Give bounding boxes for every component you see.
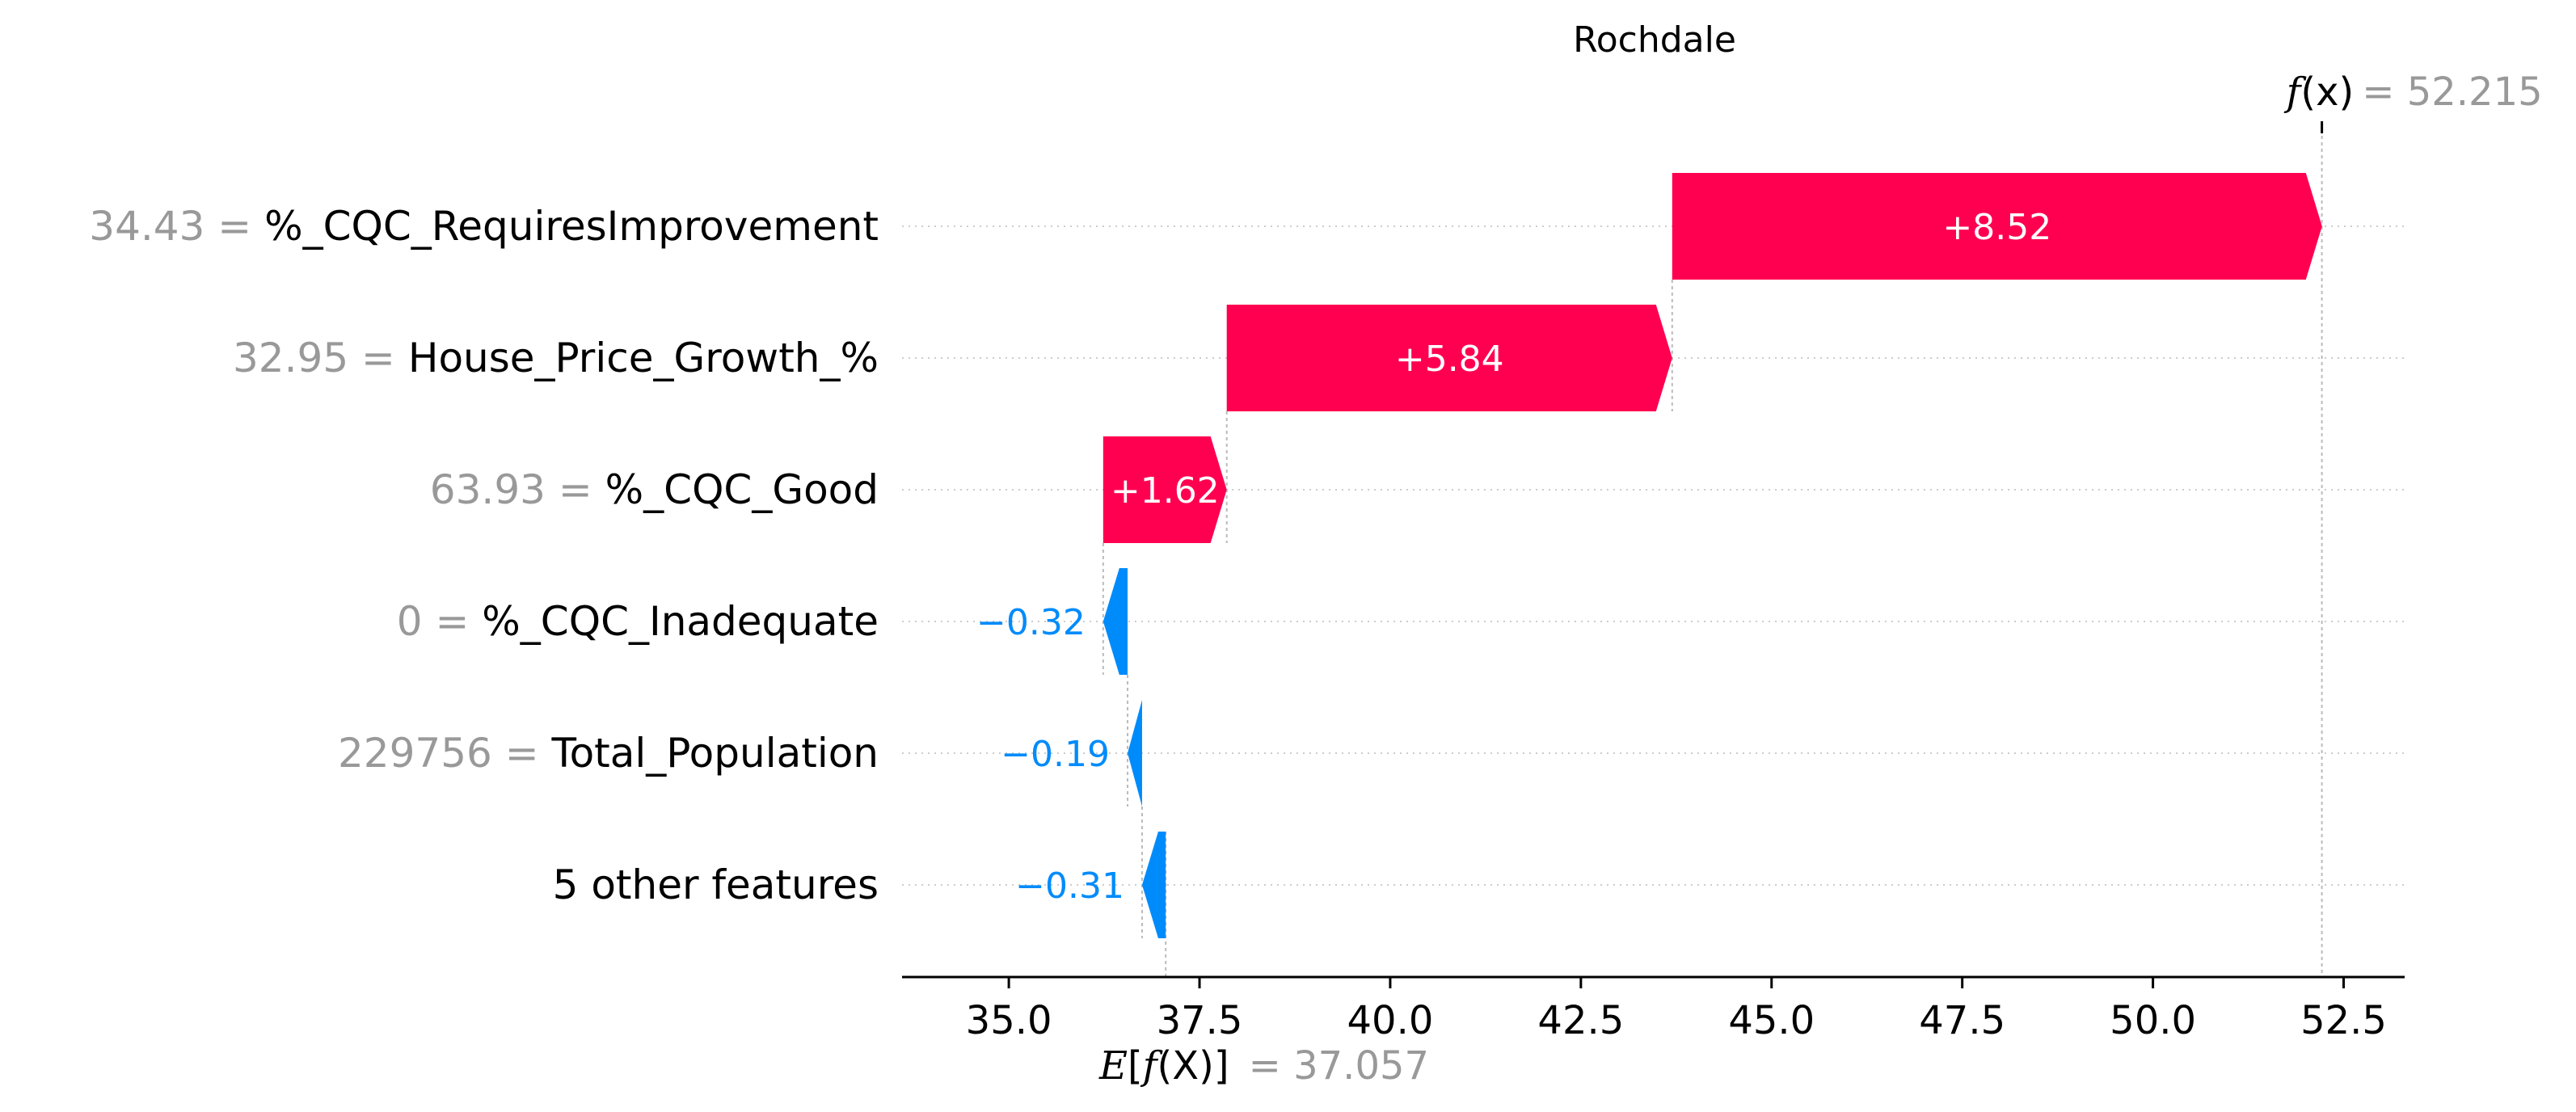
waterfall-bar	[1128, 700, 1142, 807]
feature-value: 34.43 =	[89, 203, 251, 250]
x-tick-label: 37.5	[1157, 998, 1243, 1043]
base-value-prefix: E	[1098, 1043, 1128, 1089]
base-value-number: = 37.057	[1249, 1043, 1429, 1089]
feature-name: %_CQC_Good	[605, 466, 879, 513]
feature-name: 5 other features	[553, 861, 879, 908]
feature-label: 34.43 = %_CQC_RequiresImprovement	[89, 203, 879, 250]
feature-label: 63.93 = %_CQC_Good	[430, 466, 879, 513]
bar-value-label: +5.84	[1395, 339, 1504, 380]
x-tick-label: 42.5	[1537, 998, 1624, 1043]
x-tick-label: 35.0	[966, 998, 1052, 1043]
chart-title: Rochdale	[1573, 19, 1736, 61]
feature-value: 32.95 =	[233, 335, 395, 381]
waterfall-bar	[1672, 173, 2322, 280]
feature-label: 5 other features	[553, 861, 879, 908]
feature-value: 229756 =	[338, 730, 539, 777]
feature-label: 32.95 = House_Price_Growth_%	[233, 335, 879, 381]
feature-name: %_CQC_Inadequate	[482, 598, 879, 645]
output-value-label: f(x) = 52.215	[2284, 70, 2543, 115]
bar-value-label: −0.31	[1015, 866, 1124, 907]
x-tick-label: 45.0	[1728, 998, 1815, 1043]
x-tick-label: 52.5	[2300, 998, 2387, 1043]
x-tick-label: 40.0	[1347, 998, 1434, 1043]
bar-value-label: +8.52	[1942, 207, 2051, 248]
base-value-suffix: ]	[1214, 1043, 1229, 1089]
feature-value: 0 =	[397, 598, 470, 645]
feature-name: %_CQC_RequiresImprovement	[264, 203, 879, 250]
waterfall-bar	[1102, 436, 1227, 543]
feature-name: House_Price_Growth_%	[408, 335, 879, 381]
bar-value-label: +1.62	[1111, 470, 1220, 512]
feature-label: 229756 = Total_Population	[338, 730, 879, 777]
output-value-arg: (x)	[2300, 70, 2354, 115]
feature-label: 0 = %_CQC_Inadequate	[397, 598, 879, 645]
feature-value: 63.93 =	[430, 466, 592, 513]
waterfall-bar	[1141, 832, 1166, 938]
waterfall-bar	[1226, 305, 1672, 411]
bar-value-label: −0.32	[976, 602, 1086, 643]
bar-value-label: −0.19	[1001, 734, 1110, 775]
feature-name: Total_Population	[551, 730, 879, 777]
x-tick-label: 50.0	[2110, 998, 2196, 1043]
base-value-arg: (X)	[1157, 1043, 1214, 1089]
base-value-label: E[f(X)] = 37.057	[1098, 1043, 1429, 1089]
x-tick-label: 47.5	[1919, 998, 2005, 1043]
waterfall-bar	[1102, 568, 1128, 675]
output-value-number: = 52.215	[2362, 70, 2542, 115]
